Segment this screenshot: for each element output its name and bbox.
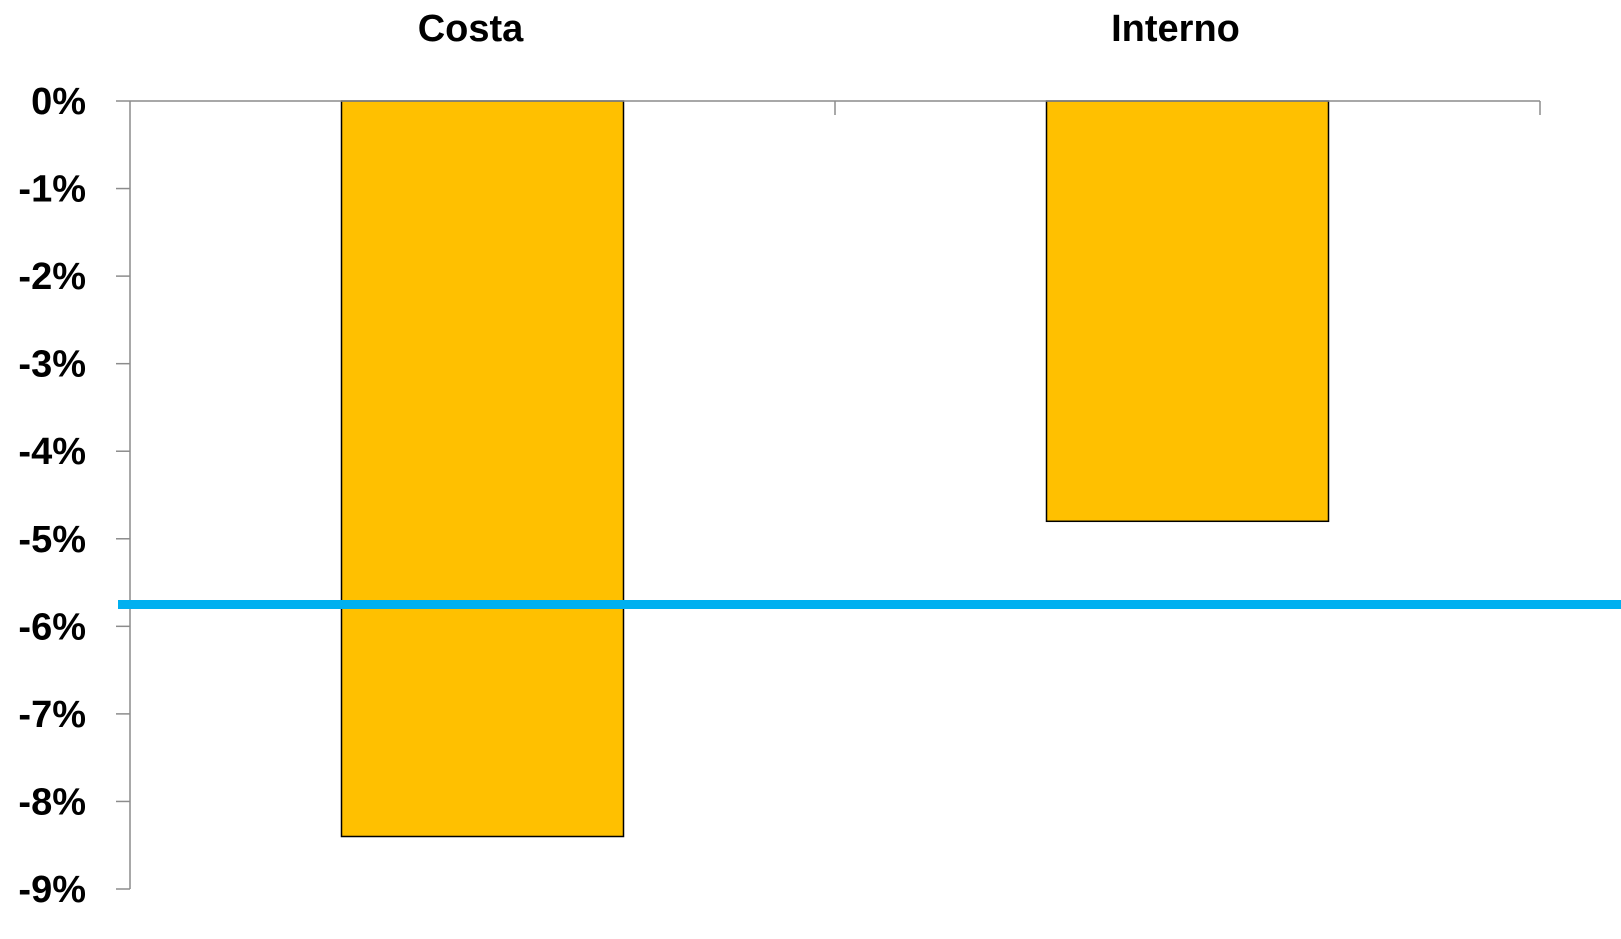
y-tick-label: 0% [31,81,86,123]
y-tick-label: -4% [18,431,86,473]
category-label-costa: Costa [418,8,524,50]
y-tick-label: -7% [18,694,86,736]
y-tick-label: -1% [18,169,86,211]
category-label-interno: Interno [1111,8,1240,50]
bar-interno [1045,100,1330,523]
bar-costa [340,100,625,838]
y-tick-label: -3% [18,344,86,386]
y-tick-label: -9% [18,869,86,911]
y-tick-label: -2% [18,256,86,298]
bars-layer [340,100,1330,838]
labels-layer: 0% -1% -2% -3% -4% -5% -6% -7% -8% -9% Costa Intern… [18,8,1239,911]
axes-layer [116,100,1541,890]
y-tick-label: -5% [18,519,86,561]
y-tick-label: -6% [18,606,86,648]
y-tick-label: -8% [18,781,86,823]
